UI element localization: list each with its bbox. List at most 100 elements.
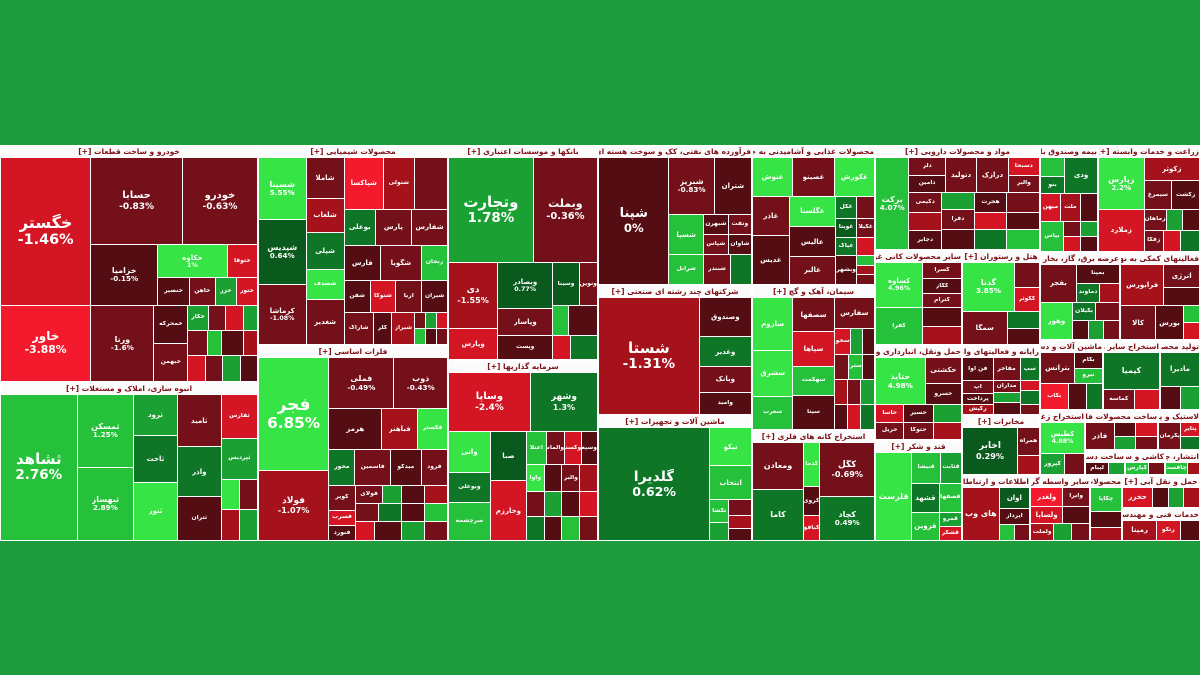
sector-header[interactable]: فعالیتهای کمکی به نهادهای مالی واسط [+] <box>1121 253 1199 264</box>
stock-tile[interactable]: آریا <box>396 281 422 313</box>
stock-tile[interactable] <box>580 516 597 540</box>
stock-tile[interactable] <box>850 329 862 354</box>
stock-tile[interactable]: سخوز <box>834 329 850 354</box>
stock-tile[interactable] <box>834 404 848 429</box>
stock-tile[interactable] <box>221 479 239 510</box>
stock-tile[interactable] <box>1103 321 1119 339</box>
stock-tile[interactable]: همراه <box>1018 428 1039 455</box>
stock-tile[interactable]: قشکر <box>939 526 961 541</box>
stock-tile[interactable] <box>240 356 258 382</box>
stock-tile[interactable]: وغدیر <box>699 337 751 366</box>
sector-header[interactable]: زراعت و خدمات وابسته [+] <box>1099 146 1199 157</box>
stock-tile[interactable]: زکوثر <box>1144 158 1199 181</box>
stock-tile[interactable]: پکرمان <box>1159 423 1181 449</box>
stock-tile[interactable]: بورس <box>1156 306 1183 339</box>
stock-tile[interactable]: فارس <box>344 245 380 281</box>
stock-tile[interactable]: خکاوه 1% <box>158 245 227 278</box>
stock-tile[interactable]: کگاز <box>923 278 961 294</box>
stock-tile[interactable] <box>1064 236 1080 251</box>
stock-tile[interactable]: خزر <box>215 278 236 305</box>
stock-tile[interactable] <box>205 356 223 382</box>
stock-tile[interactable]: دکیمی <box>909 193 942 213</box>
sector-header[interactable]: فلزات اساسی [+] <box>259 346 447 357</box>
stock-tile[interactable]: پارس <box>375 209 411 245</box>
stock-tile[interactable]: تکشا <box>710 500 729 522</box>
stock-tile[interactable]: زپارس 2.2% <box>1099 158 1144 209</box>
stock-tile[interactable] <box>223 356 240 382</box>
stock-tile[interactable]: ختوقا <box>227 245 257 278</box>
stock-tile[interactable]: شفن <box>344 281 370 313</box>
sector-header[interactable]: انبوه سازی، املاک و مستغلات [+] <box>1 383 257 394</box>
stock-tile[interactable]: ستران <box>848 354 862 379</box>
sector-header[interactable]: رایانه و فعالیتهای وابسته به آن [+] <box>963 346 1039 357</box>
stock-tile[interactable]: سهگمت <box>793 366 834 395</box>
stock-tile[interactable]: ثفارس <box>221 395 257 438</box>
stock-tile[interactable]: وشهر 1.3% <box>530 373 597 432</box>
stock-tile[interactable]: ذوب -0.43% <box>394 358 447 409</box>
stock-tile[interactable]: خزامیا -0.15% <box>91 245 158 305</box>
stock-tile[interactable]: مادیرا <box>1161 353 1199 386</box>
stock-tile[interactable] <box>221 510 239 541</box>
stock-tile[interactable] <box>1164 287 1199 306</box>
stock-tile[interactable]: گلدیرا 0.62% <box>599 428 710 540</box>
stock-tile[interactable] <box>1018 456 1039 474</box>
stock-tile[interactable]: شبندر <box>703 255 731 284</box>
sector-header[interactable]: ساخت دستگاهها و وسایل ارتباطی [+] <box>1086 451 1124 462</box>
stock-tile[interactable]: سشرق <box>753 350 793 396</box>
stock-tile[interactable] <box>414 158 447 209</box>
stock-tile[interactable] <box>1180 230 1199 251</box>
stock-tile[interactable] <box>569 306 597 335</box>
stock-tile[interactable]: خودرو -0.63% <box>182 158 257 245</box>
stock-tile[interactable]: وآذر <box>177 447 221 497</box>
stock-tile[interactable] <box>1080 193 1098 221</box>
stock-tile[interactable]: اخابر 0.29% <box>963 428 1017 474</box>
stock-tile[interactable]: شتولی <box>383 158 414 209</box>
stock-tile[interactable]: ثامید <box>177 395 221 447</box>
stock-tile[interactable] <box>1183 306 1199 323</box>
stock-tile[interactable]: وبصادر 0.77% <box>498 263 553 309</box>
stock-tile[interactable]: ساروم <box>753 298 793 350</box>
stock-tile[interactable]: فولاد -1.07% <box>259 471 329 540</box>
stock-tile[interactable]: عالیس <box>789 227 835 256</box>
stock-tile[interactable]: شسینا 5.55% <box>259 158 306 219</box>
stock-tile[interactable]: شپدیس 0.64% <box>259 219 306 285</box>
stock-tile[interactable]: کویر <box>329 486 355 510</box>
stock-tile[interactable] <box>974 230 1007 249</box>
stock-tile[interactable] <box>1007 193 1040 213</box>
sector-header[interactable]: سرمایه گذاریها [+] <box>449 361 597 372</box>
stock-tile[interactable]: ولساپا <box>1031 506 1063 523</box>
stock-tile[interactable] <box>1072 524 1089 540</box>
stock-tile[interactable] <box>729 528 751 540</box>
sector-header[interactable]: انتشار، چاپ و تکثیر [+] <box>1166 451 1199 462</box>
stock-tile[interactable]: شپلی <box>306 232 344 270</box>
stock-tile[interactable]: غدیس <box>753 236 789 284</box>
stock-tile[interactable]: دفرا <box>942 210 974 230</box>
stock-tile[interactable] <box>1166 209 1183 230</box>
stock-tile[interactable] <box>378 504 401 522</box>
stock-tile[interactable]: حریل <box>876 422 904 439</box>
stock-tile[interactable]: رکیش <box>963 404 993 414</box>
stock-tile[interactable]: خگستر -1.46% <box>1 158 91 305</box>
stock-tile[interactable]: والماس <box>546 432 565 464</box>
stock-tile[interactable] <box>857 256 874 265</box>
stock-tile[interactable] <box>857 196 874 218</box>
stock-tile[interactable]: بپاس <box>1041 221 1063 251</box>
stock-tile[interactable]: شتران <box>714 158 751 214</box>
stock-tile[interactable]: سیمرغ <box>1144 181 1172 209</box>
stock-tile[interactable]: ونفت <box>728 214 751 235</box>
stock-tile[interactable] <box>383 486 401 504</box>
stock-tile[interactable]: بمپنا <box>1076 265 1119 283</box>
stock-tile[interactable] <box>355 522 374 540</box>
stock-tile[interactable]: ملت <box>1060 193 1080 221</box>
stock-tile[interactable] <box>415 313 426 329</box>
stock-tile[interactable]: هرمز <box>329 409 382 449</box>
stock-tile[interactable] <box>861 404 874 429</box>
sector-header[interactable]: قند و شکر [+] <box>876 441 961 452</box>
stock-tile[interactable]: شاراک <box>344 313 373 344</box>
stock-tile[interactable]: وپارس <box>449 328 498 359</box>
stock-tile[interactable]: محور <box>329 449 355 486</box>
stock-tile[interactable]: ولغدر <box>1031 488 1063 506</box>
stock-tile[interactable]: بکاب <box>1041 384 1068 409</box>
stock-tile[interactable]: کاما <box>753 490 803 540</box>
stock-tile[interactable] <box>1081 221 1097 236</box>
